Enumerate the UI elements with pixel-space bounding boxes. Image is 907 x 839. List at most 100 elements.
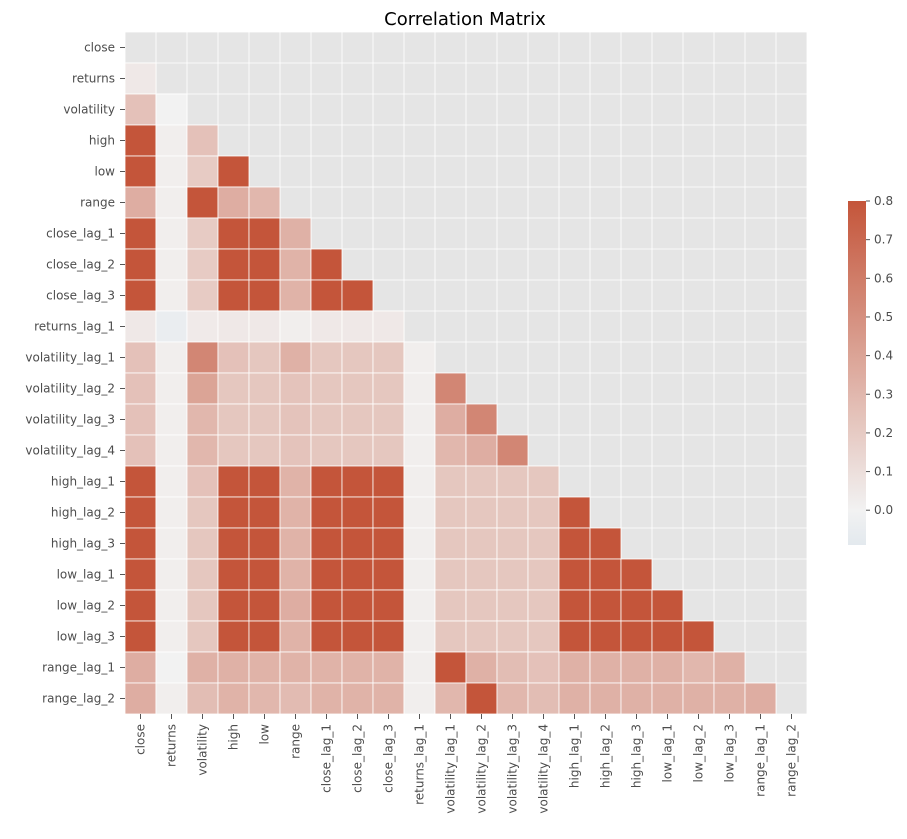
heatmap-cell-high_lag_1-close: [124, 465, 157, 498]
heatmap-cell-range_lag_1-low_lag_1: [651, 651, 684, 684]
heatmap-cell-range_lag_1-low: [248, 651, 281, 684]
heatmap-cell-low_lag_3-volatility_lag_2: [465, 620, 498, 653]
heatmap-cell-close_lag_3-close: [124, 279, 157, 312]
heatmap-cell-volatility_lag_1-returns_lag_1: [403, 341, 436, 374]
heatmap-cell-low_lag_1-close_lag_3: [372, 558, 405, 591]
heatmap-cell-returns_lag_1-high: [217, 310, 250, 343]
heatmap-cell-high_lag_3-volatility_lag_2: [465, 527, 498, 560]
heatmap-cell-range_lag_2-volatility_lag_2: [465, 682, 498, 715]
heatmap-cell-range_lag_2-returns: [155, 682, 188, 715]
heatmap-cell-high_lag_2-volatility_lag_4: [527, 496, 560, 529]
y-tick-label-close: close: [84, 41, 115, 55]
x-tick-label-low_lag_2: low_lag_2: [692, 724, 706, 782]
heatmap-cell-close_lag_1-returns: [155, 217, 188, 250]
heatmap-cell-low_lag_1-high: [217, 558, 250, 591]
heatmap-cell-high-returns: [155, 124, 188, 157]
heatmap-cell-low_lag_3-close_lag_3: [372, 620, 405, 653]
heatmap-cell-high_lag_1-volatility: [186, 465, 219, 498]
heatmap-cell-volatility_lag_4-close_lag_1: [310, 434, 343, 467]
heatmap-cell-low_lag_3-returns_lag_1: [403, 620, 436, 653]
x-tick-label-close: close: [134, 724, 148, 755]
heatmap-cell-volatility_lag_2-returns_lag_1: [403, 372, 436, 405]
heatmap-cell-range_lag_1-high_lag_2: [589, 651, 622, 684]
heatmap-cell-volatility_lag_4-close_lag_2: [341, 434, 374, 467]
heatmap-cell-range-high: [217, 186, 250, 219]
heatmap-cell-range-returns: [155, 186, 188, 219]
x-tick-label-range: range: [289, 724, 303, 759]
heatmap-cell-low_lag_3-high_lag_1: [558, 620, 591, 653]
heatmap-cell-returns_lag_1-low: [248, 310, 281, 343]
colorbar-tick-label: 0.2: [874, 426, 893, 440]
heatmap-cell-high_lag_1-volatility_lag_3: [496, 465, 529, 498]
heatmap-cell-low_lag_2-volatility_lag_3: [496, 589, 529, 622]
y-tick-label-low_lag_3: low_lag_3: [57, 630, 115, 644]
heatmap-cell-volatility_lag_3-close_lag_1: [310, 403, 343, 436]
heatmap-cell-returns-close: [124, 62, 157, 95]
heatmap-cell-low_lag_2-close_lag_3: [372, 589, 405, 622]
x-tick-label-close_lag_2: close_lag_2: [351, 724, 365, 793]
heatmap-cell-range-low: [248, 186, 281, 219]
heatmap-cell-low_lag_1-range: [279, 558, 312, 591]
x-tick-label-high: high: [227, 724, 241, 750]
heatmap-cell-range_lag_1-close_lag_3: [372, 651, 405, 684]
heatmap-cell-volatility_lag_2-close_lag_1: [310, 372, 343, 405]
heatmap-cell-range_lag_2-volatility_lag_4: [527, 682, 560, 715]
heatmap-cell-range_lag_2-high_lag_2: [589, 682, 622, 715]
heatmap-cell-volatility_lag_2-range: [279, 372, 312, 405]
heatmap-cell-range_lag_1-high: [217, 651, 250, 684]
heatmap-cell-volatility_lag_4-returns: [155, 434, 188, 467]
heatmap-cell-volatility_lag_4-high: [217, 434, 250, 467]
heatmap-cell-volatility_lag_2-high: [217, 372, 250, 405]
heatmap-cell-range-close: [124, 186, 157, 219]
heatmap-cell-range_lag_2-high_lag_3: [620, 682, 653, 715]
heatmap-cell-low_lag_2-returns_lag_1: [403, 589, 436, 622]
heatmap-cell-range_lag_1-close_lag_2: [341, 651, 374, 684]
heatmap-cell-low_lag_3-close_lag_2: [341, 620, 374, 653]
heatmap-cell-volatility_lag_4-volatility_lag_1: [434, 434, 467, 467]
heatmap-cell-volatility-returns: [155, 93, 188, 126]
heatmap-cell-range_lag_1-volatility_lag_4: [527, 651, 560, 684]
heatmap-cell-range_lag_2-close_lag_3: [372, 682, 405, 715]
y-tick-label-high: high: [89, 134, 115, 148]
heatmap-cell-high_lag_2-returns_lag_1: [403, 496, 436, 529]
heatmap-cell-volatility_lag_3-close_lag_3: [372, 403, 405, 436]
x-tick-label-close_lag_1: close_lag_1: [320, 724, 334, 793]
heatmap-cell-high_lag_2-volatility: [186, 496, 219, 529]
x-tick-label-volatility_lag_4: volatility_lag_4: [537, 724, 551, 814]
heatmap-cell-high_lag_1-returns_lag_1: [403, 465, 436, 498]
heatmap-cell-range_lag_2-range: [279, 682, 312, 715]
x-tick-label-high_lag_2: high_lag_2: [599, 724, 613, 788]
heatmap-cell-close_lag_1-low: [248, 217, 281, 250]
heatmap-cell-volatility_lag_4-close_lag_3: [372, 434, 405, 467]
heatmap-cell-high_lag_3-close_lag_3: [372, 527, 405, 560]
heatmap-cell-close_lag_1-range: [279, 217, 312, 250]
heatmap-cell-low_lag_2-volatility_lag_4: [527, 589, 560, 622]
heatmap-cell-volatility_lag_3-high: [217, 403, 250, 436]
heatmap-cell-volatility_lag_4-close: [124, 434, 157, 467]
colorbar-tick-label: 0.1: [874, 465, 893, 479]
heatmap-cell-low_lag_1-volatility_lag_1: [434, 558, 467, 591]
heatmap-cell-low_lag_3-volatility_lag_4: [527, 620, 560, 653]
x-tick-label-low_lag_1: low_lag_1: [661, 724, 675, 782]
heatmap-cell-low_lag_2-high_lag_1: [558, 589, 591, 622]
heatmap-cell-returns_lag_1-range: [279, 310, 312, 343]
heatmap-cell-low_lag_2-returns: [155, 589, 188, 622]
heatmap-cell-range_lag_2-high_lag_1: [558, 682, 591, 715]
heatmap-cell-low_lag_3-low: [248, 620, 281, 653]
heatmap-cell-range_lag_1-low_lag_2: [682, 651, 715, 684]
x-tick-label-volatility_lag_3: volatility_lag_3: [506, 724, 520, 814]
x-tick-label-close_lag_3: close_lag_3: [382, 724, 396, 793]
colorbar-tick-label: 0.7: [874, 233, 893, 247]
y-tick-label-close_lag_3: close_lag_3: [46, 289, 115, 303]
y-tick-label-range_lag_2: range_lag_2: [42, 692, 115, 706]
heatmap-cell-low_lag_1-close: [124, 558, 157, 591]
heatmap-cell-high_lag_3-high_lag_2: [589, 527, 622, 560]
heatmap-cell-high_lag_2-close_lag_2: [341, 496, 374, 529]
heatmap-cell-high_lag_3-low: [248, 527, 281, 560]
heatmap-cell-high_lag_2-returns: [155, 496, 188, 529]
heatmap-cell-volatility_lag_3-close: [124, 403, 157, 436]
x-tick-label-volatility: volatility: [196, 724, 210, 776]
heatmap-cell-volatility_lag_2-close_lag_3: [372, 372, 405, 405]
heatmap-cell-volatility_lag_3-low: [248, 403, 281, 436]
heatmap-cell-low_lag_2-close_lag_1: [310, 589, 343, 622]
